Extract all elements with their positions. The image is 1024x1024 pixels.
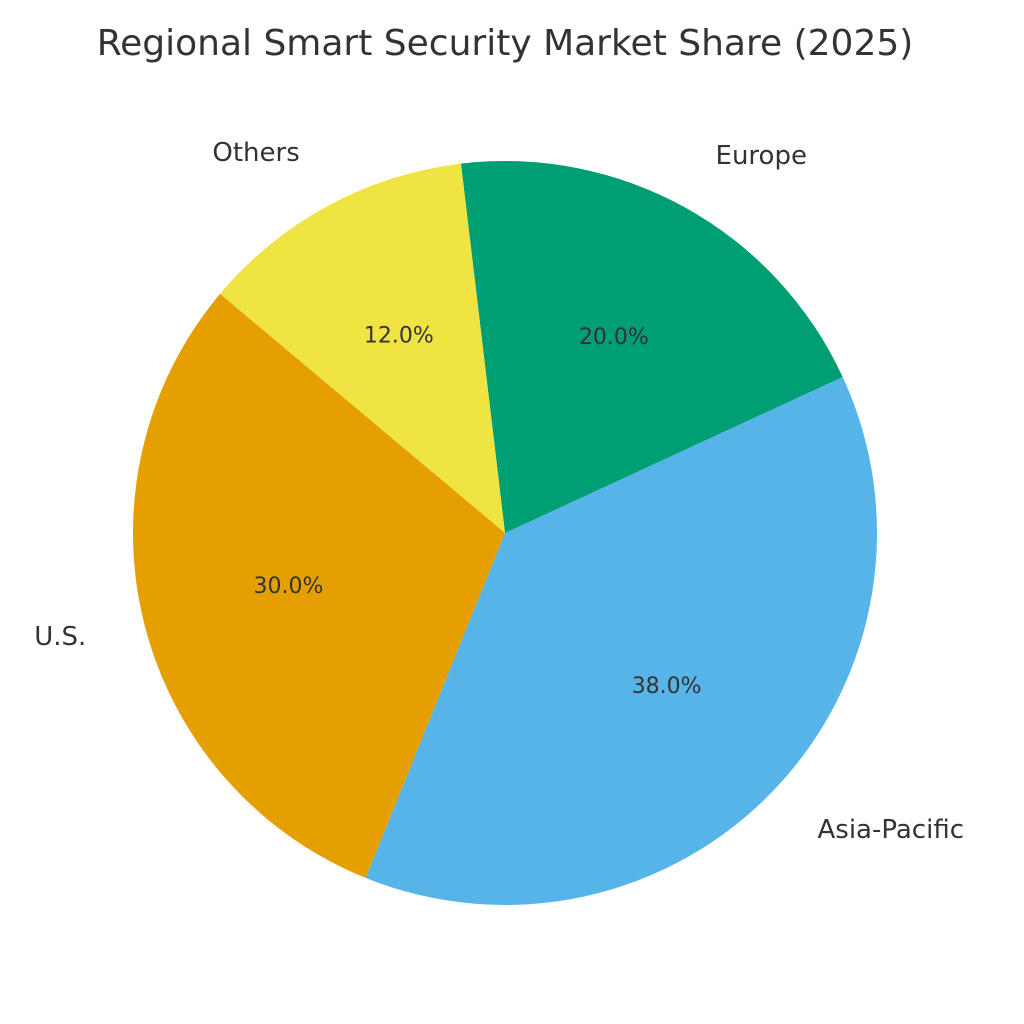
slice-value-u-s: 30.0% [253, 574, 323, 599]
pie-slice-others [220, 163, 505, 534]
pie-slice-europe [460, 161, 843, 534]
pie-slice-asia-pacific [365, 376, 877, 906]
slice-label-others: Others [212, 138, 299, 168]
slice-label-europe: Europe [716, 141, 807, 171]
slice-value-others: 12.0% [364, 324, 434, 349]
pie-slices [132, 161, 877, 906]
pie-slice-u-s [132, 293, 505, 878]
slice-label-asia-pacific: Asia-Pacific [817, 815, 964, 845]
slice-value-europe: 20.0% [579, 325, 649, 350]
slice-value-asia-pacific: 38.0% [632, 674, 702, 699]
pie-labels: Asia-Pacific 38.0% Europe 20.0% Others 12.0% U… [34, 138, 964, 845]
slice-label-u-s: U.S. [34, 622, 86, 652]
chart-title: Regional Smart Security Market Share (20… [97, 23, 914, 64]
